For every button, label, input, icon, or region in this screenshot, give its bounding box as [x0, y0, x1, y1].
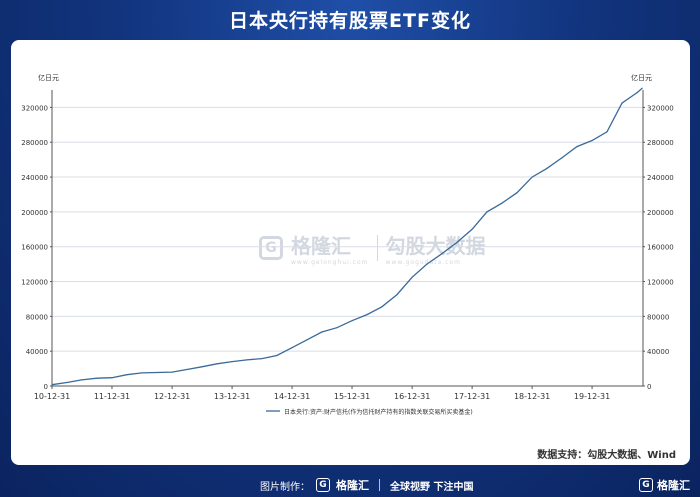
y-tick-label-left: 240000 — [21, 174, 48, 182]
data-point — [641, 87, 643, 89]
data-point — [51, 384, 53, 386]
data-point — [351, 320, 353, 322]
data-point — [381, 306, 383, 308]
data-point — [171, 371, 173, 373]
data-point — [636, 92, 638, 94]
data-point — [396, 293, 398, 296]
y-tick-label-left: 120000 — [21, 279, 48, 287]
x-tick-label: 18-12-31 — [514, 392, 550, 401]
data-point — [606, 131, 608, 133]
y-axis-label-right: 亿日元 — [631, 73, 652, 82]
data-point — [456, 241, 458, 243]
x-tick-label: 12-12-31 — [154, 392, 190, 401]
x-tick-label: 16-12-31 — [394, 392, 430, 401]
data-point — [141, 372, 143, 374]
page-title: 日本央行持有股票ETF变化 — [229, 10, 471, 32]
data-point — [621, 102, 623, 104]
data-point — [111, 377, 113, 379]
data-point — [531, 176, 533, 178]
x-tick-label: 17-12-31 — [454, 392, 490, 401]
x-tick-label: 15-12-31 — [334, 392, 370, 401]
y-tick-label-right: 80000 — [647, 313, 669, 321]
series-line — [51, 87, 643, 386]
data-point — [546, 167, 548, 169]
watermark-left-site: www.gelonghui.com — [291, 259, 369, 266]
data-point — [441, 253, 443, 255]
x-tick-label: 11-12-31 — [94, 392, 130, 401]
legend-label: 日本央行:资产:财产信托(作为信托财产持有的指数关联交易所买卖基金) — [284, 408, 473, 416]
x-tick-label: 10-12-31 — [34, 392, 70, 401]
y-tick-label-left: 40000 — [26, 348, 48, 356]
data-point — [486, 211, 488, 213]
data-point — [426, 263, 428, 265]
data-point — [411, 276, 413, 278]
y-tick-label-left: 280000 — [21, 139, 48, 147]
data-point — [126, 374, 128, 376]
data-point — [306, 339, 308, 341]
data-source: 数据支持：勾股大数据、Wind — [537, 450, 676, 461]
footer-divider — [379, 479, 380, 491]
x-tick-label: 19-12-31 — [574, 392, 610, 401]
x-tick-label: 14-12-31 — [274, 392, 310, 401]
y-tick-label-left: 160000 — [21, 244, 48, 252]
y-tick-label-left: 320000 — [21, 104, 48, 112]
data-point — [291, 347, 293, 349]
y-tick-label-right: 40000 — [647, 348, 669, 356]
data-point — [516, 192, 518, 194]
data-point — [216, 363, 218, 365]
data-point — [156, 371, 158, 374]
watermark-left-name: 格隆汇 — [291, 234, 351, 258]
data-point — [321, 331, 323, 333]
data-point — [96, 377, 98, 379]
y-tick-label-right: 200000 — [647, 209, 674, 217]
y-tick-label-right: 240000 — [647, 174, 674, 182]
data-point — [201, 366, 203, 368]
data-point — [471, 228, 473, 230]
data-point — [366, 314, 368, 316]
watermark: G 格隆汇 www.gelonghui.com 勾股大数据 www.goguda… — [259, 230, 486, 266]
corner-brand: 格隆汇 — [657, 479, 690, 492]
footer-credit: 图片制作： G 格隆汇 全球视野 下注中国 — [260, 477, 473, 493]
y-tick-label-right: 320000 — [647, 104, 674, 112]
corner-logo: G 格隆汇 — [639, 477, 690, 493]
corner-logo-icon: G — [639, 478, 653, 492]
data-point — [276, 354, 278, 357]
y-tick-label-right: 120000 — [647, 279, 674, 287]
y-tick-label-left: 0 — [44, 383, 48, 391]
data-point — [576, 145, 578, 148]
y-tick-label-right: 0 — [647, 383, 651, 391]
y-tick-label-right: 160000 — [647, 244, 674, 252]
watermark-right-site: www.gogudata.com — [385, 259, 461, 266]
watermark-divider — [376, 235, 378, 261]
credit-label: 图片制作： — [260, 481, 310, 493]
chart-panel: G 格隆汇 www.gelonghui.com 勾股大数据 www.goguda… — [11, 40, 690, 465]
data-point — [336, 327, 338, 329]
gelonghui-logo-icon: G — [316, 478, 330, 492]
data-point — [591, 139, 593, 142]
data-point — [501, 202, 503, 204]
data-point — [261, 357, 263, 360]
watermark-right-name: 勾股大数据 — [385, 234, 486, 258]
data-point — [66, 381, 68, 384]
footer: 图片制作： G 格隆汇 全球视野 下注中国 G 格隆汇 — [0, 470, 700, 497]
data-point — [231, 361, 233, 363]
etf-line-chart: 0 0 40000 40000 80000 80000 120000 120000 160000… — [21, 73, 674, 416]
footer-brand: 格隆汇 — [336, 479, 369, 492]
data-point — [81, 379, 83, 381]
y-tick-label-right: 280000 — [647, 139, 674, 147]
gelonghui-logo-icon: G — [259, 236, 283, 260]
data-point — [246, 359, 248, 361]
x-tick-label: 13-12-31 — [214, 392, 250, 401]
footer-slogan: 全球视野 下注中国 — [390, 481, 474, 493]
y-tick-label-left: 200000 — [21, 209, 48, 217]
data-point — [186, 368, 188, 371]
y-axis-label-left: 亿日元 — [38, 73, 59, 82]
data-point — [561, 157, 563, 159]
y-tick-label-left: 80000 — [26, 313, 48, 321]
